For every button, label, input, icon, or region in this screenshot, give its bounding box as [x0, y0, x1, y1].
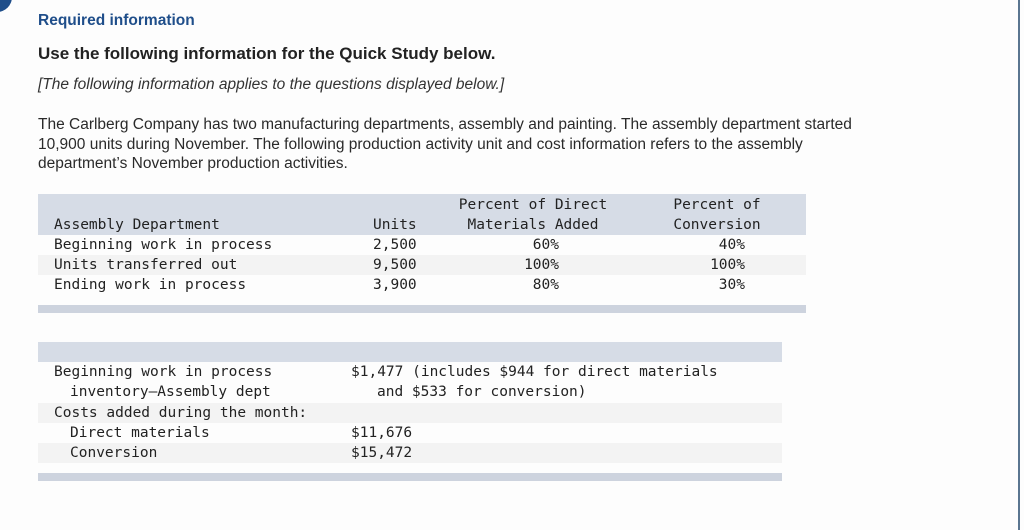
table-row: Costs added during the month: — [38, 403, 782, 423]
table-row: Direct materials $11,676 — [38, 423, 782, 443]
table-row: Conversion $15,472 — [38, 443, 782, 463]
row-label: Beginning work in process — [54, 364, 273, 380]
row-label: Ending work in process — [54, 277, 247, 293]
header-pct-conv-line2: Conversion — [673, 217, 761, 233]
row-pct-dm: 100% — [524, 257, 559, 273]
table-header — [38, 342, 782, 362]
row-pct-dm: 60% — [532, 237, 559, 253]
row-pct-conv: 100% — [710, 257, 745, 273]
description-line: department’s November production activit… — [38, 155, 348, 172]
row-label: Direct materials — [70, 425, 210, 441]
panel-divider — [1018, 0, 1020, 530]
row-label: Units transferred out — [54, 257, 238, 273]
row-label: Costs added during the month: — [54, 405, 308, 421]
instruction-heading: Use the following information for the Qu… — [38, 44, 496, 63]
table-row: Beginning work in process 2,500 60% 40% — [38, 235, 806, 255]
row-units: 3,900 — [373, 277, 417, 293]
description-line: 10,900 units during November. The follow… — [38, 135, 803, 153]
applies-note: [The following information applies to th… — [38, 76, 505, 93]
question-marker-icon — [0, 0, 12, 12]
header-pct-dm-line1: Percent of Direct — [458, 197, 608, 213]
table-row: Units transferred out 9,500 100% 100% — [38, 255, 806, 275]
row-value-continued: and $533 for conversion) — [377, 384, 587, 400]
table-row: Ending work in process 3,900 80% 30% — [38, 275, 806, 295]
table-footer-bar — [38, 305, 806, 313]
table-footer-bar — [38, 473, 782, 481]
row-value: $11,676 — [351, 425, 413, 441]
row-label-continued: inventory—Assembly dept — [70, 384, 271, 400]
table-row: Beginning work in process inventory—Asse… — [38, 362, 782, 403]
header-units: Units — [373, 217, 417, 233]
row-units: 2,500 — [373, 237, 417, 253]
table-header: Assembly Department Units Percent of Dir… — [38, 194, 806, 235]
row-value: $1,477 (includes $944 for direct materia… — [351, 364, 718, 380]
row-label: Beginning work in process — [54, 237, 273, 253]
row-value: $15,472 — [351, 445, 413, 461]
header-department: Assembly Department — [54, 217, 220, 233]
row-units: 9,500 — [373, 257, 417, 273]
row-label: Conversion — [70, 445, 158, 461]
row-pct-conv: 30% — [718, 277, 745, 293]
units-table: Assembly Department Units Percent of Dir… — [38, 194, 806, 314]
header-pct-conv-line1: Percent of — [673, 197, 761, 213]
row-pct-conv: 40% — [718, 237, 745, 253]
cost-table: Beginning work in process inventory—Asse… — [38, 342, 782, 482]
description-line: The Carlberg Company has two manufacturi… — [38, 116, 852, 133]
problem-description: The Carlberg Company has two manufacturi… — [38, 115, 968, 174]
row-pct-dm: 80% — [532, 277, 559, 293]
header-pct-dm-line2: Materials Added — [467, 217, 599, 233]
required-information-title: Required information — [38, 12, 195, 29]
